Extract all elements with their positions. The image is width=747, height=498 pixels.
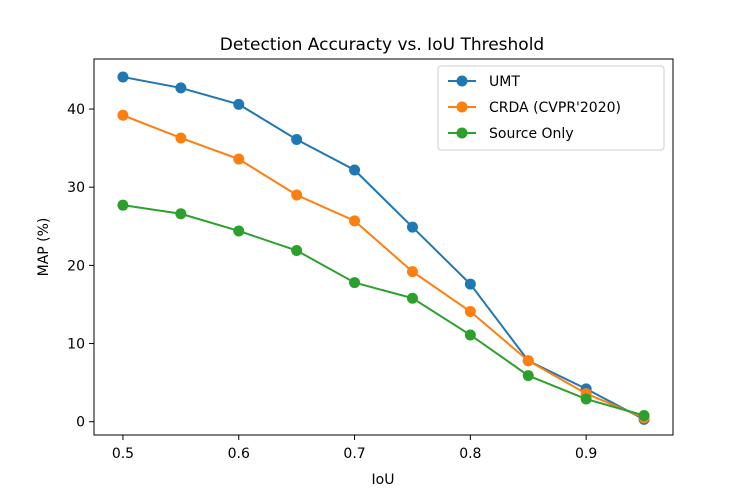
x-tick-label: 0.8 — [459, 446, 481, 462]
data-point — [406, 221, 418, 233]
series-1 — [117, 109, 650, 424]
legend-label: CRDA (CVPR'2020) — [489, 100, 621, 116]
legend-label: UMT — [489, 74, 520, 90]
x-tick-label: 0.5 — [112, 446, 134, 462]
y-axis-label: MAP (%) — [36, 218, 52, 277]
data-point — [291, 189, 303, 201]
legend-label: Source Only — [489, 126, 574, 142]
legend-marker — [456, 101, 468, 113]
legend-marker — [456, 75, 468, 87]
data-point — [464, 278, 476, 290]
x-axis-label: IoU — [372, 472, 395, 488]
data-point — [233, 225, 245, 237]
data-point — [175, 208, 187, 220]
y-tick-label: 20 — [67, 258, 85, 274]
plot-frame — [93, 58, 674, 436]
legend-marker — [456, 127, 468, 139]
data-point — [175, 132, 187, 144]
x-tick-label: 0.9 — [575, 446, 597, 462]
data-point — [117, 109, 129, 121]
legend: UMT CRDA (CVPR'2020) Source Only — [437, 65, 665, 151]
y-tick-label: 40 — [67, 102, 85, 118]
data-point — [175, 82, 187, 94]
legend-item: CRDA (CVPR'2020) — [448, 100, 621, 116]
legend-item: UMT — [448, 74, 520, 90]
data-point — [291, 134, 303, 146]
series-layer — [117, 71, 650, 425]
y-tick-label: 30 — [67, 180, 85, 196]
x-tick-label: 0.6 — [228, 446, 250, 462]
data-point — [233, 153, 245, 165]
legend-item: Source Only — [448, 126, 574, 142]
data-point — [522, 370, 534, 382]
data-point — [406, 266, 418, 278]
data-point — [349, 277, 361, 289]
data-point — [291, 245, 303, 257]
data-point — [638, 409, 650, 421]
data-point — [117, 71, 129, 83]
data-point — [464, 329, 476, 341]
data-point — [233, 98, 245, 110]
series-line — [122, 204, 645, 417]
data-point — [580, 393, 592, 405]
x-tick-label: 0.7 — [343, 446, 365, 462]
y-tick-label: 10 — [67, 337, 85, 353]
data-point — [464, 305, 476, 317]
series-line — [122, 75, 645, 421]
chart-title: Detection Accuracty vs. IoU Threshold — [220, 35, 544, 55]
legend-box — [437, 65, 665, 151]
data-point — [349, 164, 361, 176]
axis-ticks: 0.5 0.6 0.7 0.8 0.9 0 10 20 30 40 — [67, 102, 597, 462]
series-2 — [117, 199, 650, 421]
y-tick-label: 0 — [76, 415, 85, 431]
series-line — [122, 114, 645, 419]
data-point — [349, 215, 361, 227]
data-point — [522, 355, 534, 367]
data-point — [406, 292, 418, 304]
data-point — [117, 199, 129, 211]
